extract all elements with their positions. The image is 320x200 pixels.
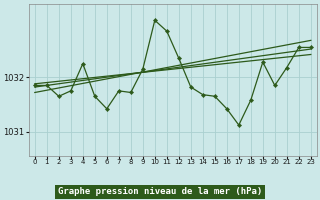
Text: Graphe pression niveau de la mer (hPa): Graphe pression niveau de la mer (hPa) (58, 188, 262, 196)
